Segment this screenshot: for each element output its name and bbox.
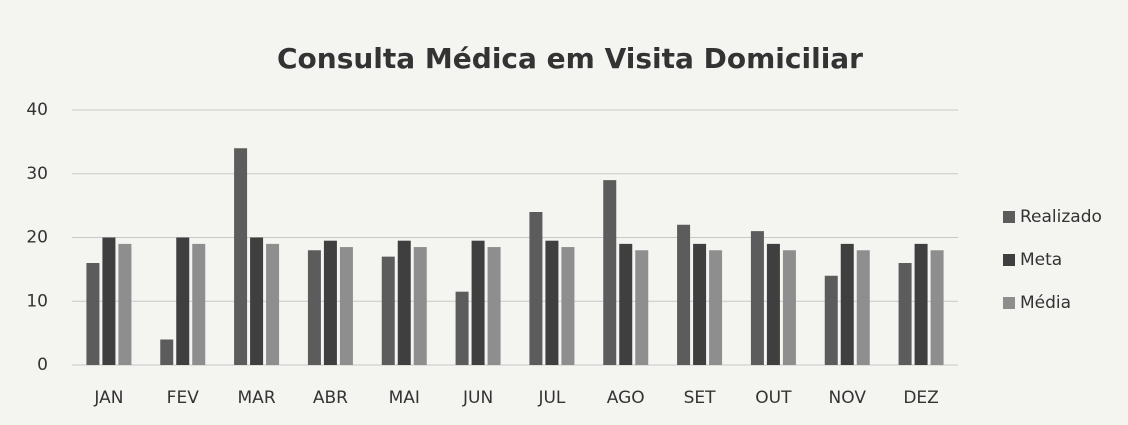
x-tick-label: ABR [313, 388, 348, 408]
bar [381, 256, 395, 365]
bar [413, 247, 427, 365]
x-tick-label: OUT [755, 388, 792, 408]
bar [266, 243, 280, 365]
bar [782, 250, 796, 365]
legend-swatch [1003, 254, 1015, 266]
bar [677, 224, 691, 365]
x-tick-label: DEZ [903, 388, 938, 408]
bar [635, 250, 649, 365]
x-tick-label: JUN [462, 388, 493, 408]
x-tick-label: JUL [537, 388, 565, 408]
bar [487, 247, 501, 365]
y-tick-label: 0 [37, 355, 48, 375]
bar [160, 339, 174, 365]
x-tick-label: SET [684, 388, 717, 408]
bar [856, 250, 870, 365]
bar [397, 240, 411, 365]
bar [250, 237, 264, 365]
bar [750, 231, 764, 365]
legend-label: Realizado [1020, 207, 1102, 227]
bar [561, 247, 575, 365]
bar [192, 243, 206, 365]
legend-swatch [1003, 297, 1015, 309]
bar [86, 263, 100, 365]
legend-swatch [1003, 211, 1015, 223]
bar [102, 237, 116, 365]
x-tick-label: FEV [167, 388, 200, 408]
bar [693, 243, 707, 365]
bar [176, 237, 190, 365]
bar [471, 240, 485, 365]
x-tick-label: MAI [389, 388, 420, 408]
y-tick-label: 30 [26, 164, 48, 184]
bar [766, 243, 780, 365]
bar [619, 243, 633, 365]
bar [824, 275, 838, 365]
bar [307, 250, 321, 365]
bar [914, 243, 928, 365]
bar [930, 250, 944, 365]
bar [118, 243, 132, 365]
x-tick-label: JAN [93, 388, 123, 408]
bar [323, 240, 337, 365]
legend-label: Meta [1020, 250, 1062, 270]
bar [529, 212, 543, 365]
x-tick-label: NOV [829, 388, 867, 408]
bar [455, 291, 469, 365]
bar [709, 250, 723, 365]
chart-title: Consulta Médica em Visita Domiciliar [277, 42, 863, 75]
y-tick-label: 20 [26, 228, 48, 248]
x-tick-label: AGO [607, 388, 645, 408]
y-tick-label: 40 [26, 100, 48, 120]
bar [898, 263, 912, 365]
bar [603, 180, 617, 365]
bar [234, 148, 248, 365]
x-tick-label: MAR [238, 388, 276, 408]
bar [840, 243, 854, 365]
y-tick-label: 10 [26, 291, 48, 311]
bar [545, 240, 559, 365]
bar [339, 247, 353, 365]
legend-label: Média [1020, 293, 1071, 313]
